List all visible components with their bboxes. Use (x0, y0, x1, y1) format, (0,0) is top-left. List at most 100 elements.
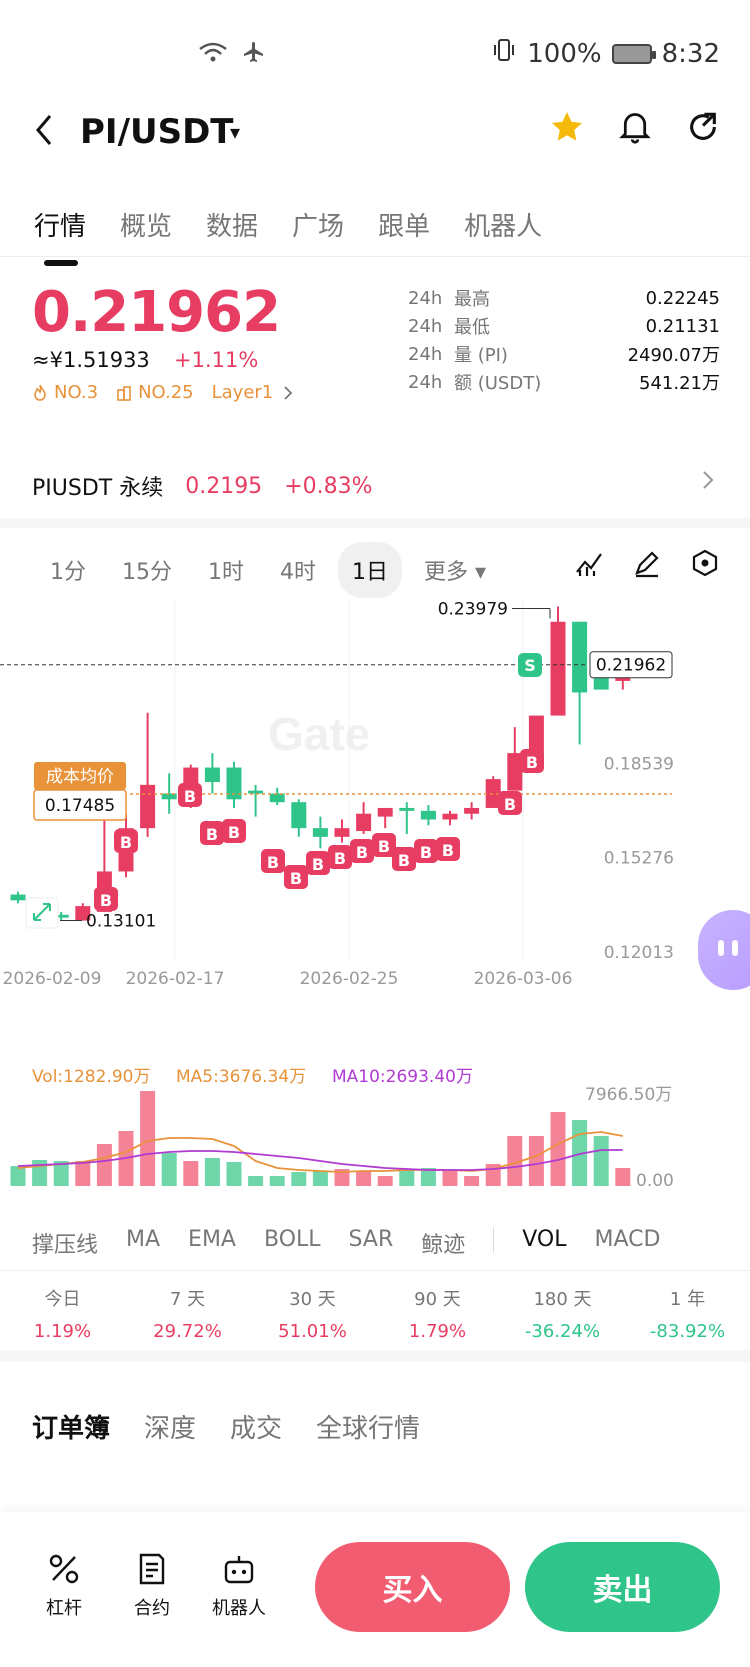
sector-label: Layer1 (211, 382, 274, 403)
ind-macd[interactable]: MACD (594, 1227, 661, 1252)
back-button[interactable] (32, 112, 56, 155)
y-tick-label: 0.18539 (604, 755, 674, 775)
candle-body (291, 802, 307, 829)
buy-marker-label: B (228, 823, 240, 842)
ma5-label: MA5:3676.34万 (176, 1067, 306, 1087)
assistant-bubble[interactable] (698, 910, 750, 990)
ind-whale[interactable]: 鲸迹 (421, 1233, 466, 1258)
sell-button[interactable]: 卖出 (525, 1542, 720, 1632)
buy-marker (284, 865, 308, 889)
perpetual-row[interactable]: PIUSDT 永续 0.2195 +0.83% (32, 470, 373, 502)
tab-overview[interactable]: 概览 (120, 212, 173, 242)
tab-orderbook[interactable]: 订单簿 (32, 1414, 111, 1444)
perf-cell: 7 天 29.72% (125, 1285, 250, 1342)
buy-marker (306, 851, 330, 875)
tf-1d[interactable]: 1日 (338, 542, 402, 598)
leverage-icon (49, 1554, 79, 1584)
perf-cell: 180 天 -36.24% (500, 1285, 625, 1342)
leverage-button[interactable]: 杠杆 (46, 1552, 82, 1620)
rank-tag[interactable]: NO.3 (32, 382, 98, 403)
bot-button[interactable]: 机器人 (212, 1552, 266, 1620)
tags-row: NO.3 NO.25 Layer1 (32, 382, 293, 403)
y-tick-label: 0.12013 (604, 943, 674, 963)
sell-marker-label: S (524, 656, 536, 675)
stat-value: 0.21131 (645, 315, 720, 337)
tab-global[interactable]: 全球行情 (316, 1414, 421, 1444)
candle-body (334, 828, 350, 837)
candlestick-chart[interactable]: 0.250660.185390.152760.120132026-02-0920… (0, 600, 750, 1060)
candle-body (75, 906, 91, 921)
tab-data[interactable]: 数据 (206, 212, 259, 242)
settings-hex-icon[interactable] (690, 548, 720, 582)
tab-trades[interactable]: 成交 (230, 1414, 283, 1444)
volume-bar (464, 1176, 480, 1186)
buy-marker (414, 839, 438, 863)
sector-tag[interactable]: Layer1 (212, 382, 294, 403)
pair-dropdown-icon[interactable]: ▾ (230, 120, 241, 144)
pair-title[interactable]: PI/USDT (80, 112, 234, 152)
stat-label: 最低 (454, 317, 490, 338)
volume-bar (140, 1091, 156, 1186)
buy-marker-label: B (504, 795, 516, 814)
buy-marker-label: B (290, 869, 302, 888)
draw-pencil-icon[interactable] (632, 548, 662, 582)
volume-bar (226, 1162, 242, 1186)
favorite-star-icon[interactable] (548, 108, 586, 146)
rank-label: NO.3 (54, 382, 99, 403)
perf-value: 29.72% (153, 1321, 222, 1342)
section-gap (0, 518, 750, 528)
flame-icon (34, 384, 46, 401)
buy-button[interactable]: 买入 (315, 1542, 510, 1632)
ind-vol[interactable]: VOL (522, 1227, 567, 1252)
tf-more[interactable]: 更多 ▾ (424, 560, 487, 585)
perf-period: 30 天 (289, 1289, 336, 1310)
candle-body (507, 753, 523, 791)
price-change: +1.11% (174, 348, 259, 372)
tf-1h[interactable]: 1时 (208, 560, 244, 585)
y-tick-label: 0.15276 (604, 849, 674, 869)
ind-ma[interactable]: MA (126, 1227, 161, 1252)
tf-4h[interactable]: 4时 (280, 560, 316, 585)
tab-market[interactable]: 行情 (34, 206, 86, 266)
tab-bot[interactable]: 机器人 (464, 212, 543, 242)
wifi-icon (198, 41, 228, 69)
sector-rank-tag[interactable]: NO.25 (116, 382, 194, 403)
ind-boll[interactable]: BOLL (263, 1227, 321, 1252)
volume-bar (356, 1171, 372, 1186)
tab-depth[interactable]: 深度 (144, 1414, 197, 1444)
candle-body (269, 793, 285, 803)
chevron-right-icon[interactable] (702, 470, 714, 496)
stat-high: 24h 最高 0.22245 (408, 284, 720, 312)
buy-marker (436, 837, 460, 861)
ind-sar[interactable]: SAR (348, 1227, 394, 1252)
contract-button[interactable]: 合约 (134, 1552, 170, 1620)
indicator-icon[interactable] (574, 548, 604, 582)
perf-cell: 90 天 1.79% (375, 1285, 500, 1342)
tf-1m[interactable]: 1分 (50, 560, 86, 585)
share-icon[interactable] (684, 108, 722, 146)
battery-icon (611, 43, 656, 64)
ind-support[interactable]: 撑压线 (32, 1233, 99, 1258)
tab-copy-trade[interactable]: 跟单 (378, 212, 431, 242)
chart-tools (574, 548, 720, 582)
bell-icon[interactable] (616, 108, 654, 146)
buy-marker-label: B (378, 837, 390, 856)
perpetual-price: 0.2195 (185, 473, 263, 499)
perf-value: -83.92% (649, 1321, 726, 1342)
candle-body (204, 767, 220, 782)
candle-body (140, 784, 156, 829)
x-tick-label: 2026-03-06 (474, 969, 573, 989)
stat-value: 541.21万 (639, 373, 720, 394)
cost-value-box (33, 789, 127, 821)
assistant-eye (732, 940, 738, 956)
candle-body (464, 807, 480, 814)
buy-marker-label: B (526, 753, 538, 772)
tf-15m[interactable]: 15分 (122, 560, 172, 585)
x-tick-label: 2026-02-17 (126, 969, 225, 989)
buy-marker (200, 821, 224, 845)
ind-ema[interactable]: EMA (188, 1227, 236, 1252)
buy-marker-label: B (398, 851, 410, 870)
perpetual-change: +0.83% (284, 473, 373, 499)
tab-square[interactable]: 广场 (292, 212, 345, 242)
candle-body (550, 621, 566, 716)
